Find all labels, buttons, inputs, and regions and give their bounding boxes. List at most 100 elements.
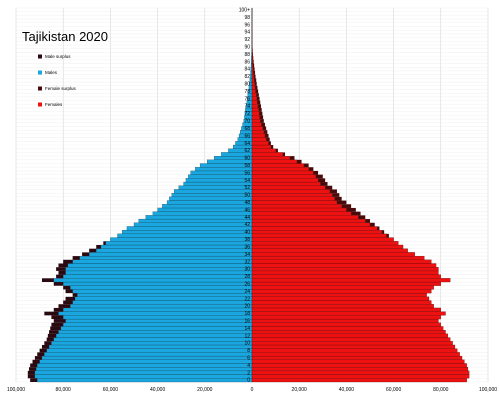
bar-female-surplus-age-80 (254, 82, 257, 86)
bar-male-age-5 (39, 359, 253, 364)
bar-female-age-15 (251, 322, 441, 327)
age-tick-label: 42 (244, 222, 250, 228)
bar-female-surplus-age-75 (257, 100, 261, 105)
bar-female-surplus-age-64 (268, 141, 271, 146)
legend-label: Females (45, 102, 63, 107)
legend-label: Males (45, 70, 58, 75)
bar-male-surplus-age-12 (47, 333, 57, 338)
bar-female-age-25 (251, 285, 434, 290)
bar-female-surplus-age-68 (262, 126, 267, 131)
bar-male-age-40 (122, 230, 253, 235)
bar-male-age-34 (89, 252, 253, 257)
age-tick-label: 12 (244, 333, 250, 339)
bar-male-age-1 (34, 374, 253, 379)
bar-female-age-40 (251, 230, 382, 235)
bar-male-surplus-age-24 (65, 289, 73, 294)
age-tick-label: 6 (247, 356, 250, 362)
age-tick-label: 22 (244, 296, 250, 302)
bar-male-surplus-age-36 (96, 244, 101, 249)
bar-female-age-67 (251, 130, 264, 135)
bar-female-surplus-age-85 (252, 63, 255, 68)
bar-female-age-1 (251, 374, 470, 379)
x-tick-labels: 100,000 80,000 60,000 40,000 20,000 0 20,000 40… (7, 387, 497, 393)
bar-female-age-80 (251, 81, 255, 86)
bar-male-surplus-age-23 (72, 293, 78, 297)
bar-male-surplus-age-8 (39, 348, 47, 353)
age-tick-label: 88 (244, 52, 250, 58)
age-tick-label: 20 (244, 304, 250, 310)
x-tick-label: 100,000 (479, 387, 497, 393)
bar-male-age-14 (60, 326, 253, 331)
bar-female-age-35 (251, 248, 408, 253)
x-tick-label: 100,000 (7, 387, 25, 393)
bar-male-age-49 (169, 196, 253, 201)
bar-male-age-38 (110, 237, 253, 242)
bar-male-age-47 (162, 204, 253, 209)
bar-female-age-48 (251, 200, 338, 205)
bar-female-age-28 (251, 274, 441, 279)
bar-male-age-31 (67, 263, 253, 268)
bar-female-age-81 (251, 78, 255, 83)
bar-male-surplus-age-30 (56, 267, 66, 271)
bar-female-surplus-age-45 (351, 211, 361, 216)
bar-male-age-42 (133, 222, 253, 227)
bar-female-surplus-age-51 (329, 189, 337, 194)
bar-female-age-29 (251, 270, 439, 275)
legend-label: Male surplus (45, 54, 71, 59)
age-tick-label: 18 (244, 311, 250, 317)
bars (27, 7, 470, 383)
bar-male-surplus-age-13 (49, 330, 59, 334)
bar-female-age-57 (251, 167, 309, 172)
age-tick-label: 68 (244, 126, 250, 132)
bar-female-age-44 (251, 215, 359, 220)
age-tick-label: 100+ (239, 7, 250, 13)
bar-female-surplus-age-52 (325, 185, 333, 190)
bar-female-age-54 (251, 178, 319, 183)
bar-female-age-21 (251, 300, 432, 305)
bar-female-surplus-age-42 (370, 222, 375, 227)
bar-female-surplus-age-41 (377, 226, 380, 231)
bar-female-age-76 (251, 96, 257, 101)
bar-male-age-18 (58, 311, 253, 316)
bar-male-surplus-age-15 (51, 322, 64, 327)
bar-male-age-37 (105, 241, 253, 246)
bar-female-age-27 (251, 278, 451, 283)
bar-male-surplus-age-28 (56, 274, 64, 279)
bar-female-age-31 (251, 263, 437, 268)
age-tick-label: 10 (244, 341, 250, 347)
bar-female-age-65 (251, 137, 267, 142)
age-tick-label: 98 (244, 15, 250, 21)
bar-female-age-9 (251, 344, 456, 349)
bar-female-age-71 (251, 115, 260, 120)
bar-female-age-56 (251, 170, 314, 175)
bar-male-surplus-age-29 (58, 270, 66, 275)
age-tick-label: 70 (244, 119, 250, 125)
bar-female-surplus-age-48 (336, 200, 347, 205)
bar-male-surplus-age-2 (27, 370, 35, 375)
legend-swatch (38, 54, 42, 59)
bar-female-age-2 (251, 370, 470, 375)
bar-male-age-6 (41, 355, 253, 360)
bar-male-age-22 (74, 296, 253, 301)
age-tick-label: 76 (244, 96, 250, 102)
age-tick-label: 14 (244, 326, 250, 332)
bar-male-surplus-age-25 (63, 285, 71, 290)
bar-female-age-85 (251, 63, 254, 68)
bar-male-age-56 (190, 170, 253, 175)
bar-female-surplus-age-70 (260, 119, 264, 123)
bar-male-age-83 (250, 70, 253, 75)
bar-female-age-3 (251, 367, 469, 372)
bar-female-age-59 (251, 159, 297, 164)
bar-female-age-19 (251, 307, 441, 312)
bar-female-age-6 (251, 355, 463, 360)
bar-male-age-52 (178, 185, 253, 190)
age-tick-label: 78 (244, 89, 250, 95)
bar-male-surplus-age-21 (63, 300, 73, 305)
x-tick-label: 60,000 (103, 387, 119, 393)
bar-female-surplus-age-44 (358, 215, 366, 220)
bar-male-age-41 (126, 226, 253, 231)
bar-female-surplus-age-79 (255, 85, 258, 90)
bar-female-surplus-age-73 (258, 107, 262, 112)
age-tick-label: 74 (244, 104, 250, 110)
bar-female-surplus-age-43 (365, 219, 370, 223)
